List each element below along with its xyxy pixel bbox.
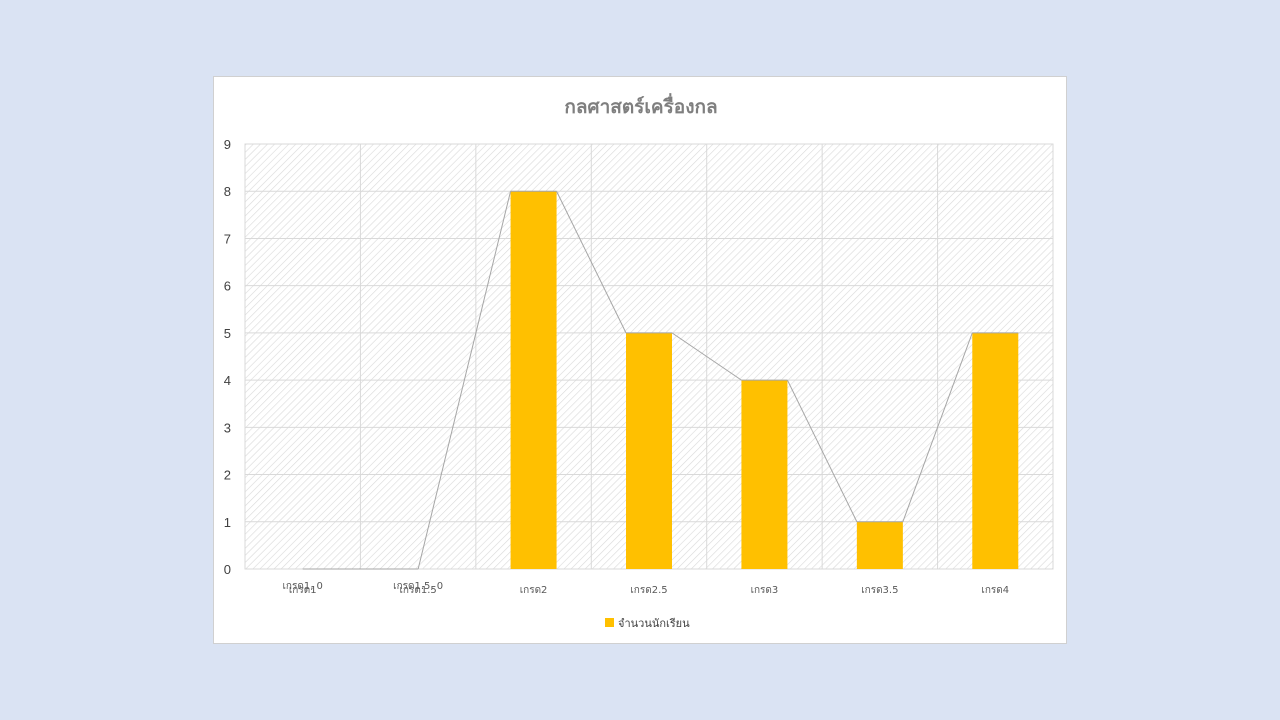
bar-5 [741,380,788,569]
y-tick-label: 9 [224,137,231,152]
x-tick-label: เกรด4 [981,585,1009,596]
x-tick-label: เกรด1 [289,585,317,596]
x-tick-label: เกรด3 [751,585,779,596]
bar-4 [626,332,672,569]
overlay-line-segment [902,332,973,522]
chart-svg: กลศาสตร์เครื่องกล 0 1 2 3 4 5 6 7 8 9 เกรด1 เกรด1.… [224,93,1054,630]
legend-label: จำนวนนักเรียน [618,617,690,630]
chart-card: กลศาสตร์เครื่องกล 0 1 2 3 4 5 6 7 8 9 เกรด1 เกรด1.… [213,76,1067,644]
y-tick-label: 1 [224,515,231,530]
bar-7 [972,332,1019,569]
x-tick-label: เกรด2 [520,585,548,596]
overlay-line-segment [417,191,512,570]
data-label: เกรด1.5, 0 [393,581,443,592]
y-tick-label: 7 [224,231,231,246]
overlay-line-segment [556,191,627,334]
y-tick-label: 5 [224,326,231,341]
x-tick-label: เกรด2.5 [630,585,667,596]
data-label: เกรด1, 0 [283,581,323,592]
x-tick-label: เกรด1.5 [400,585,437,596]
chart-title: กลศาสตร์เครื่องกล [564,93,717,118]
y-tick-label: 8 [224,184,231,199]
overlay-line-segment [786,379,858,522]
y-tick-label: 2 [224,468,231,483]
y-tick-label: 0 [224,562,231,577]
legend-swatch [605,618,614,627]
y-tick-label: 3 [224,420,231,435]
overlay-line-segment [671,332,742,381]
x-tick-label: เกรด3.5 [861,585,898,596]
y-tick-label: 4 [224,373,231,388]
y-tick-label: 6 [224,279,231,294]
bar-3 [510,191,557,569]
bar-6 [856,521,903,569]
